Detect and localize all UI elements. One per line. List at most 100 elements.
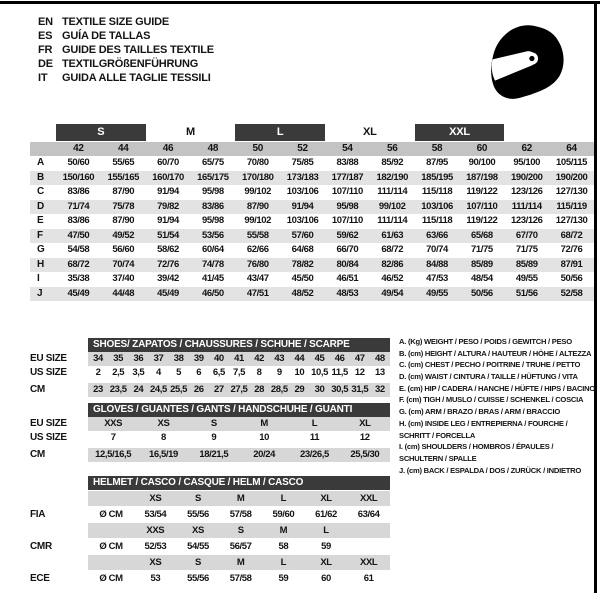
legend-line: G. (cm) ARM / BRAZO / BRAS / ARM / BRACC…: [399, 407, 561, 417]
table-cell: XL: [359, 418, 371, 429]
table-cell: 10: [294, 367, 305, 378]
table-cell: 26: [193, 384, 204, 395]
table-cell: 23: [93, 384, 103, 395]
measure-row-f: F 47/50 49/52 51/54 53/56 55/58 57/60 59/62 61/6…: [30, 228, 594, 243]
table-cell: 56/57: [229, 541, 252, 552]
table-cell: 53/54: [144, 509, 167, 520]
measure-key: A: [37, 157, 44, 168]
size-number: 62: [521, 143, 532, 154]
table-cell: 25,5/30: [350, 449, 380, 460]
table-cell: 63/64: [357, 509, 380, 520]
measure-value: 103/106: [286, 215, 319, 226]
measure-value: 70/80: [246, 157, 269, 168]
language-code: EN: [38, 16, 53, 28]
diameter-prefix: Ø CM: [99, 573, 123, 584]
measure-value: 95/98: [336, 200, 359, 212]
size-group-l: L: [235, 124, 325, 141]
standard-label: ECE: [30, 573, 50, 584]
row-cells: 7 8 9 10 11 12: [88, 431, 390, 445]
legend-item: F. (cm) TIGH / MUSLO / CUISSE / SCHENKEL…: [399, 394, 596, 406]
measure-value: 45/49: [67, 287, 90, 299]
row-label: [30, 555, 88, 570]
table-cell: 2: [95, 367, 101, 378]
table-cell: 57/58: [229, 509, 252, 520]
measure-value: 62/66: [246, 244, 269, 255]
table-cell: 6: [196, 367, 202, 378]
language-row: FR GUIDE DES TAILLES TEXTILE: [38, 43, 214, 57]
table-cell: 10,5: [311, 367, 328, 378]
gloves-table: GLOVES / GUANTES / GANTS / HANDSCHUHE / …: [30, 403, 390, 462]
measure-value: 48/52: [291, 287, 314, 299]
size-number-row: 42 44 46 48 50 52 54 56 58 60 62 64: [30, 142, 594, 156]
measure-value: 45/49: [157, 287, 179, 299]
measure-value: 67/70: [515, 229, 538, 241]
legend-line: E. (cm) HIP / CADERA / HANCHE / HÜFTE / …: [399, 383, 596, 393]
table-cell: M: [236, 557, 245, 568]
table-cell: 12: [354, 367, 365, 378]
measure-value: 123/126: [510, 215, 543, 226]
measure-key: H: [37, 258, 44, 270]
language-list: EN TEXTILE SIZE GUIDE ES GUÍA DE TALLAS FR GU…: [38, 15, 214, 85]
measure-row-j: J 45/49 44/48 45/49 46/50 47/51 48/52 48/53 49/5…: [30, 286, 594, 301]
measure-value: 47/50: [67, 229, 90, 241]
measure-value: 53/56: [202, 229, 224, 241]
table-cell: 10: [259, 432, 270, 443]
right-border-line: [594, 1, 597, 593]
table-cell: 24,5: [150, 384, 167, 395]
legend-line: I. (cm) SHOULDERS / HOMBROS / ÉPAULES /: [399, 442, 554, 452]
measure-value: 127/130: [555, 215, 588, 226]
language-title: GUIDE DES TAILLES TEXTILE: [62, 44, 214, 56]
measure-value: 85/89: [471, 258, 493, 270]
table-cell: 45: [314, 353, 325, 364]
table-cell: S: [237, 525, 244, 536]
measure-value: 39/42: [157, 273, 179, 284]
language-title: TEXTILE SIZE GUIDE: [62, 16, 170, 28]
language-code: DE: [38, 58, 53, 70]
size-number: 50: [252, 143, 263, 154]
table-cell: 61: [363, 573, 374, 584]
table-cell: 41: [234, 353, 244, 364]
table-cell: 55/56: [187, 573, 209, 584]
size-number: 48: [207, 143, 219, 154]
table-cell: XXS: [104, 418, 123, 429]
table-cell: 16,5/19: [149, 449, 178, 460]
gloves-row: US SIZE 7 8 9 10 11 12: [30, 431, 390, 445]
size-number: 60: [476, 143, 488, 154]
measure-value: 107/110: [466, 200, 498, 212]
table-cell: 43: [274, 353, 285, 364]
helmet-values-row-ece: ECE Ø CM 53 55/56 57/58 59 60 61: [30, 571, 390, 586]
table-cell: 27: [213, 384, 224, 395]
measure-value: 74/78: [202, 258, 224, 270]
table-cell: 7: [110, 432, 116, 443]
measure-value: 76/80: [246, 258, 269, 270]
measure-value: 68/72: [67, 258, 90, 270]
language-code: FR: [38, 44, 53, 56]
legend-line: J. (cm) BACK / ESPALDA / DOS / ZURÜCK / …: [399, 465, 582, 475]
measure-value: 75/85: [291, 157, 314, 168]
shoes-row: CM 23 23,5 24 24,5 25,5 26 27 27,5 28 28,5 29 30 30,5…: [30, 383, 390, 397]
row-label: CM: [30, 384, 45, 395]
row-label: CM: [30, 449, 45, 460]
legend-item: J. (cm) BACK / ESPALDA / DOS / ZURÜCK / …: [399, 465, 596, 477]
table-cell: S: [195, 493, 201, 504]
measure-value: 182/190: [376, 171, 409, 183]
measure-value: 49/55: [515, 273, 538, 284]
language-row: DE TEXTILGRÖßENFÜHRUNG: [38, 57, 214, 71]
measure-value: 64/68: [291, 244, 314, 255]
measure-value: 59/62: [336, 229, 359, 241]
table-cell: 52/53: [144, 541, 167, 552]
table-cell: L: [311, 418, 318, 429]
measure-value: 75/78: [112, 200, 135, 212]
table-cell: 23/26,5: [300, 449, 329, 460]
table-cell: 9: [276, 367, 282, 378]
legend-line: C. (cm) CHEST / PECHO / POITRINE / TRUHE…: [399, 360, 581, 370]
measure-value: 85/92: [381, 157, 404, 168]
measure-key: B: [37, 171, 44, 183]
measure-value: 95/98: [202, 215, 224, 226]
measurement-legend: A. (Kg) WEIGHT / PESO / POIDS / GEWITCH …: [399, 336, 596, 476]
shoes-table-title: SHOES/ ZAPATOS / CHAUSSURES / SCHUHE / S…: [88, 338, 390, 352]
legend-item: G. (cm) ARM / BRAZO / BRAS / ARM / BRACC…: [399, 406, 596, 418]
row-cells: 23 23,5 24 24,5 25,5 26 27 27,5 28 28,5 29 30 30,5 31…: [88, 383, 390, 397]
row-cells: 34 35 36 37 38 39 40 41 42 43 44 45 46 47 48: [88, 352, 390, 366]
measure-value: 56/60: [112, 244, 135, 255]
